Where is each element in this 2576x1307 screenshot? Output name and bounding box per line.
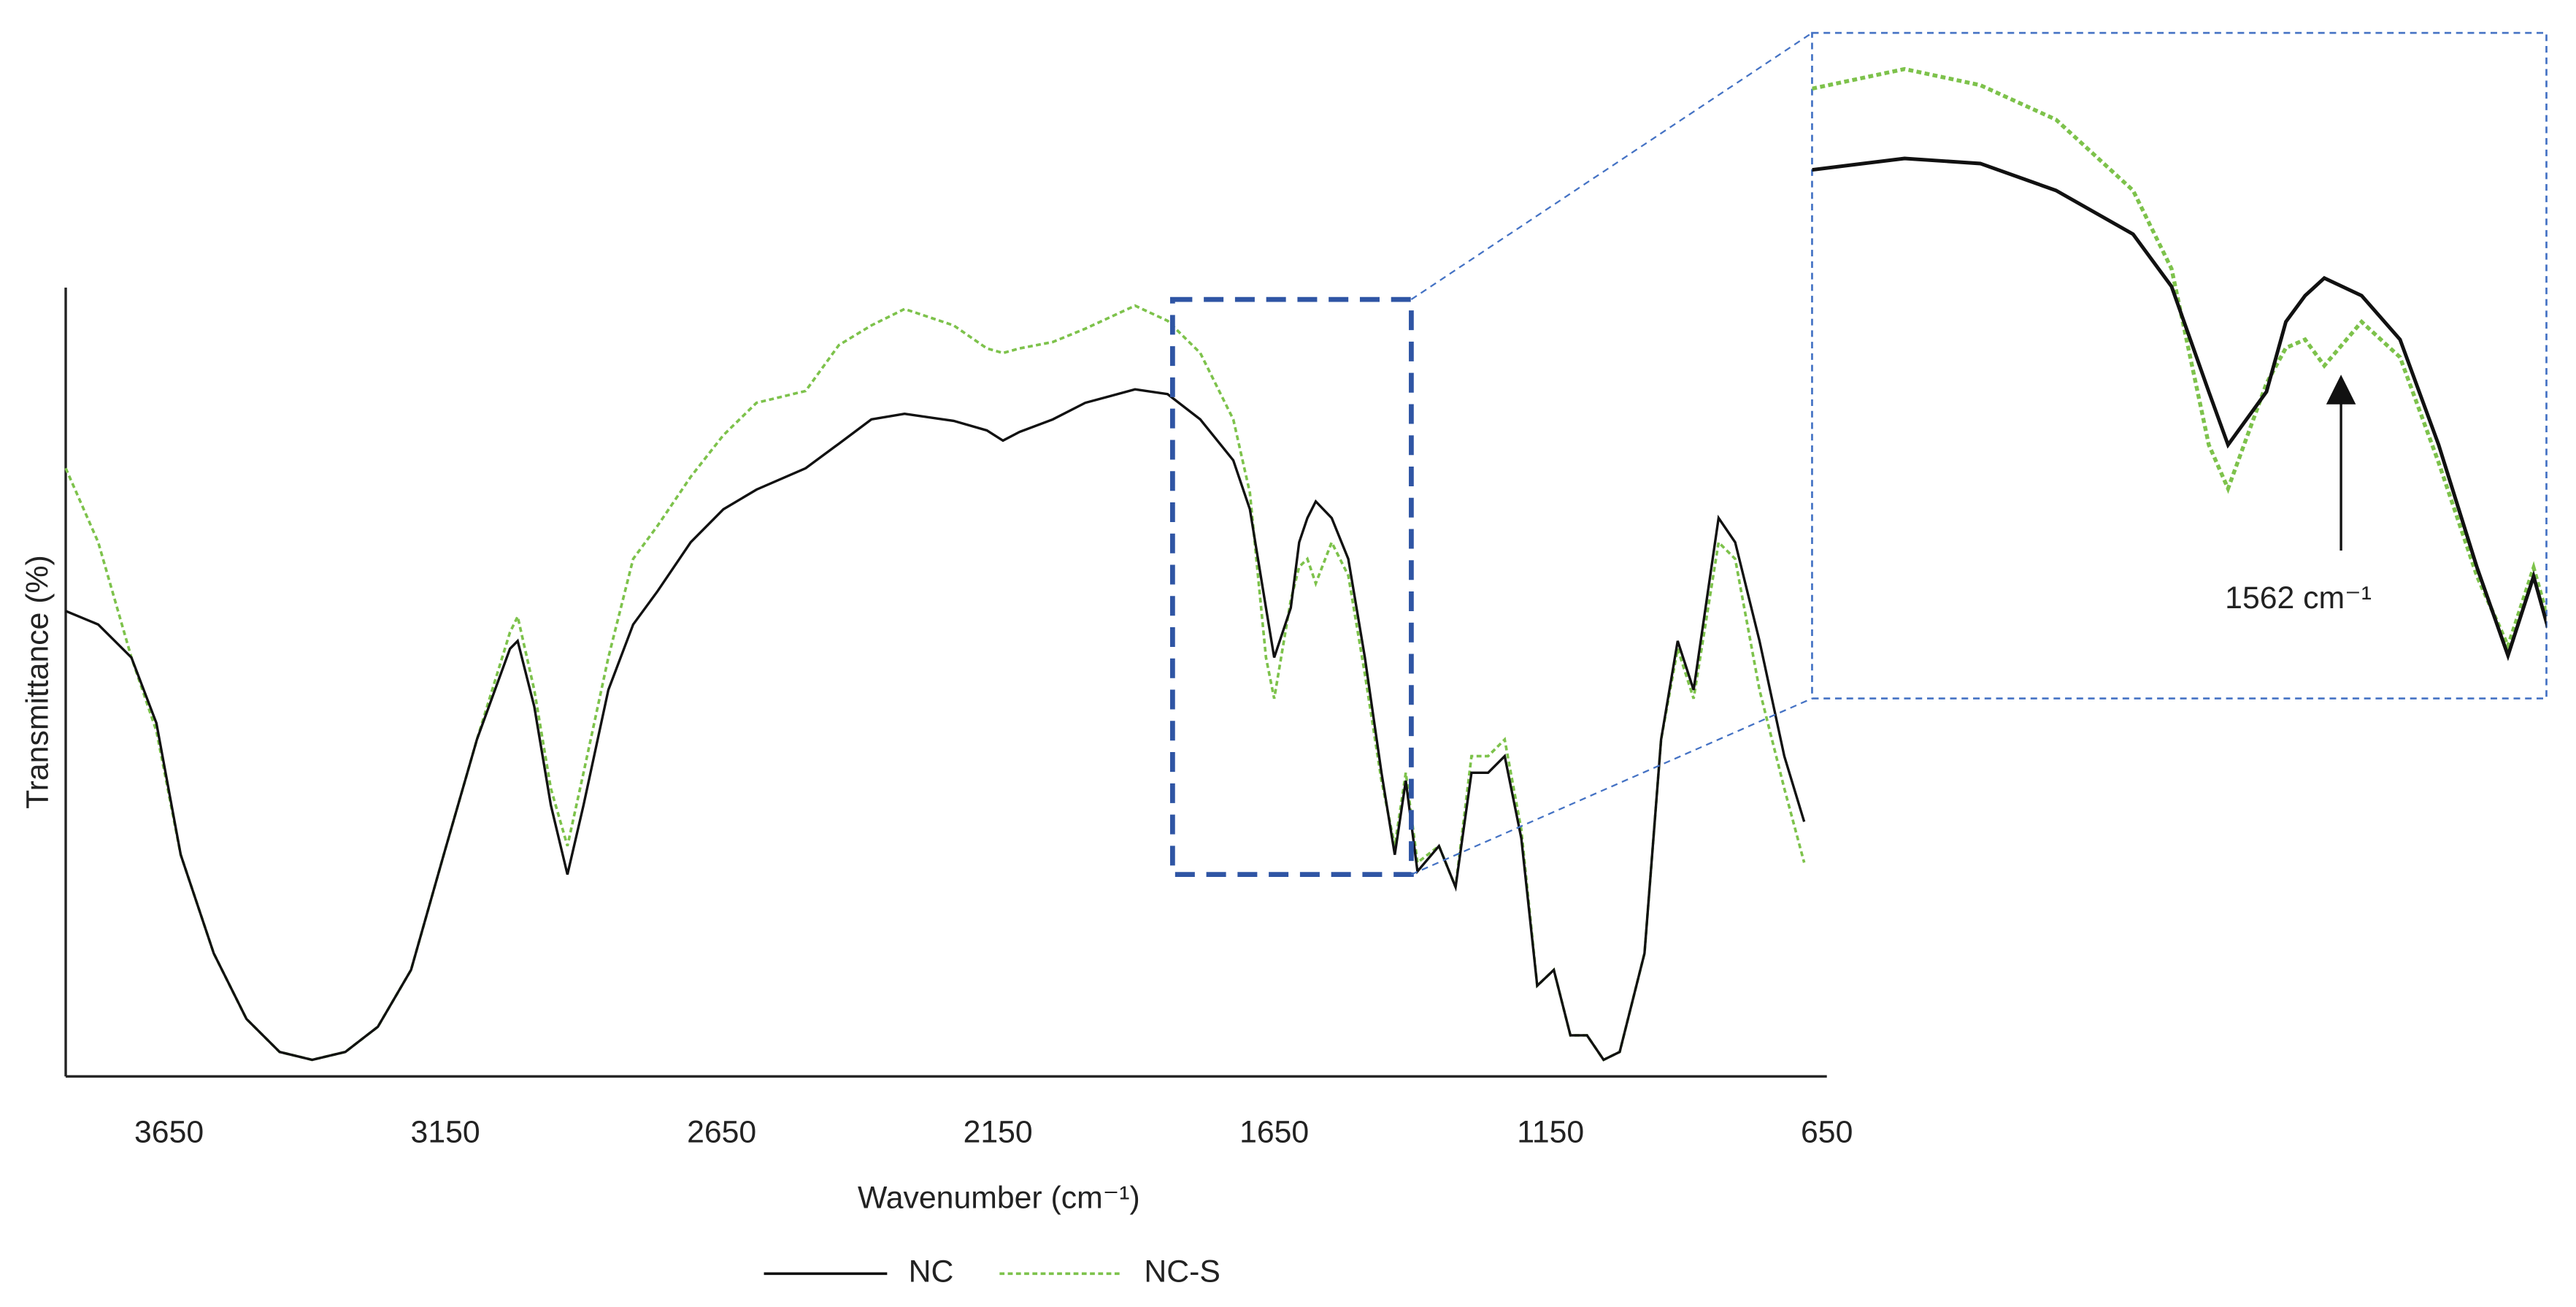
- x-tick-label: 3150: [411, 1114, 480, 1149]
- x-tick-label: 1150: [1517, 1114, 1584, 1149]
- inset-series-line: [1812, 66, 2547, 652]
- connector: [1410, 32, 1813, 301]
- x-tick-label: 2150: [964, 1114, 1033, 1149]
- x-tick-label: 650: [1801, 1114, 1853, 1149]
- legend-label: NC-S: [1144, 1254, 1220, 1289]
- annotation-text: 1562 cm⁻¹: [2225, 580, 2372, 616]
- x-tick-label: 3650: [134, 1114, 204, 1149]
- inset-frame: [1811, 31, 2548, 700]
- x-tick-label: 2650: [687, 1114, 756, 1149]
- x-tick-label: 1650: [1239, 1114, 1309, 1149]
- connector: [1410, 697, 1812, 875]
- inset-series-line: [1812, 156, 2547, 662]
- legend-label: NC: [909, 1254, 954, 1289]
- annotation-arrowhead: [2326, 375, 2356, 405]
- zoom-box: [1169, 296, 1414, 878]
- y-axis-label: Transmittance (%): [20, 555, 55, 809]
- x-axis-label: Wavenumber (cm⁻¹): [858, 1180, 1140, 1215]
- legend: NC NC-S: [764, 1254, 1220, 1289]
- inset: [1812, 66, 2547, 662]
- series-line: [65, 388, 1806, 1062]
